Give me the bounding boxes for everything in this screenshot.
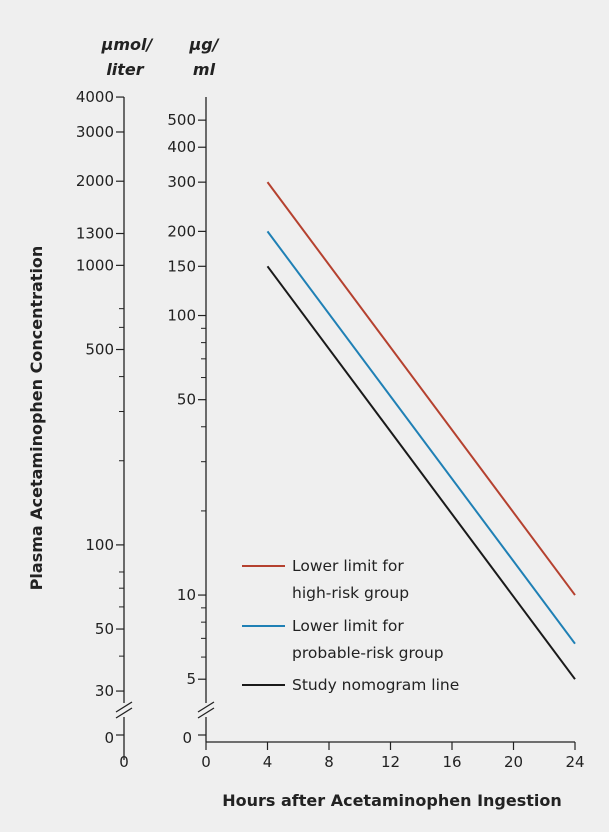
- left-tick-label: 4000: [76, 88, 114, 106]
- right-unit-line1: µg/: [188, 35, 219, 54]
- right-tick-label: 10: [177, 586, 196, 604]
- left-axis: 4000 3000 2000 1300 1000 500 100 50 30: [76, 88, 133, 760]
- series-line: [266, 181, 576, 596]
- y-axis-title: Plasma Acetaminophen Concentration: [27, 246, 46, 591]
- legend: Lower limit for high-risk group Lower li…: [242, 557, 459, 694]
- left-tick-label: 3000: [76, 123, 114, 141]
- left-tick-label: 100: [85, 536, 114, 554]
- right-tick-label: 500: [167, 111, 196, 129]
- left-unit-line1: µmol/: [101, 35, 154, 54]
- right-tick-label: 400: [167, 138, 196, 156]
- legend-high-risk-line1: Lower limit for: [292, 557, 404, 575]
- series-lines: [266, 181, 576, 680]
- x-tick-label: 20: [504, 753, 523, 771]
- x-tick-label: 12: [381, 753, 400, 771]
- x-axis-title: Hours after Acetaminophen Ingestion: [222, 791, 562, 810]
- x-tick-label: 24: [565, 753, 584, 771]
- right-tick-label: 150: [167, 257, 196, 275]
- series-line: [266, 230, 576, 645]
- left-tick-label: 50: [95, 620, 114, 638]
- left-tick-label: 30: [95, 682, 114, 700]
- right-tick-label: 5: [186, 670, 196, 688]
- x-tick-label: 8: [324, 753, 334, 771]
- right-tick-label: 200: [167, 222, 196, 240]
- x-tick-label: 0: [201, 753, 211, 771]
- left-break-mark: [115, 701, 133, 713]
- left-break-mark: [115, 707, 133, 719]
- x-tick-label: 16: [442, 753, 461, 771]
- right-tick-label: 300: [167, 173, 196, 191]
- x-axis: 0 4 8 12 16 20 24: [201, 741, 585, 771]
- left-tick-label: 2000: [76, 172, 114, 190]
- right-zero-label: 0: [182, 729, 192, 747]
- right-break-mark: [197, 707, 215, 719]
- left-tick-label: 1000: [76, 256, 114, 274]
- right-tick-label: 50: [177, 391, 196, 409]
- left-unit-line2: liter: [106, 60, 144, 79]
- right-tick-label: 100: [167, 307, 196, 325]
- left-tick-label: 500: [85, 341, 114, 359]
- legend-nomogram-line1: Study nomogram line: [292, 676, 459, 694]
- right-break-mark: [197, 701, 215, 713]
- right-unit-line2: ml: [193, 60, 216, 79]
- legend-high-risk-line2: high-risk group: [292, 584, 409, 602]
- left-zero-label: 0: [104, 729, 114, 747]
- legend-probable-risk-line2: probable-risk group: [292, 644, 444, 662]
- left-tick-label: 1300: [76, 225, 114, 243]
- left-x-label: 0: [119, 753, 129, 771]
- series-line: [266, 265, 576, 680]
- right-axis: 500 400 300 200 150 100 50 10 5: [167, 97, 215, 742]
- legend-probable-risk-line1: Lower limit for: [292, 617, 404, 635]
- x-tick-label: 4: [263, 753, 273, 771]
